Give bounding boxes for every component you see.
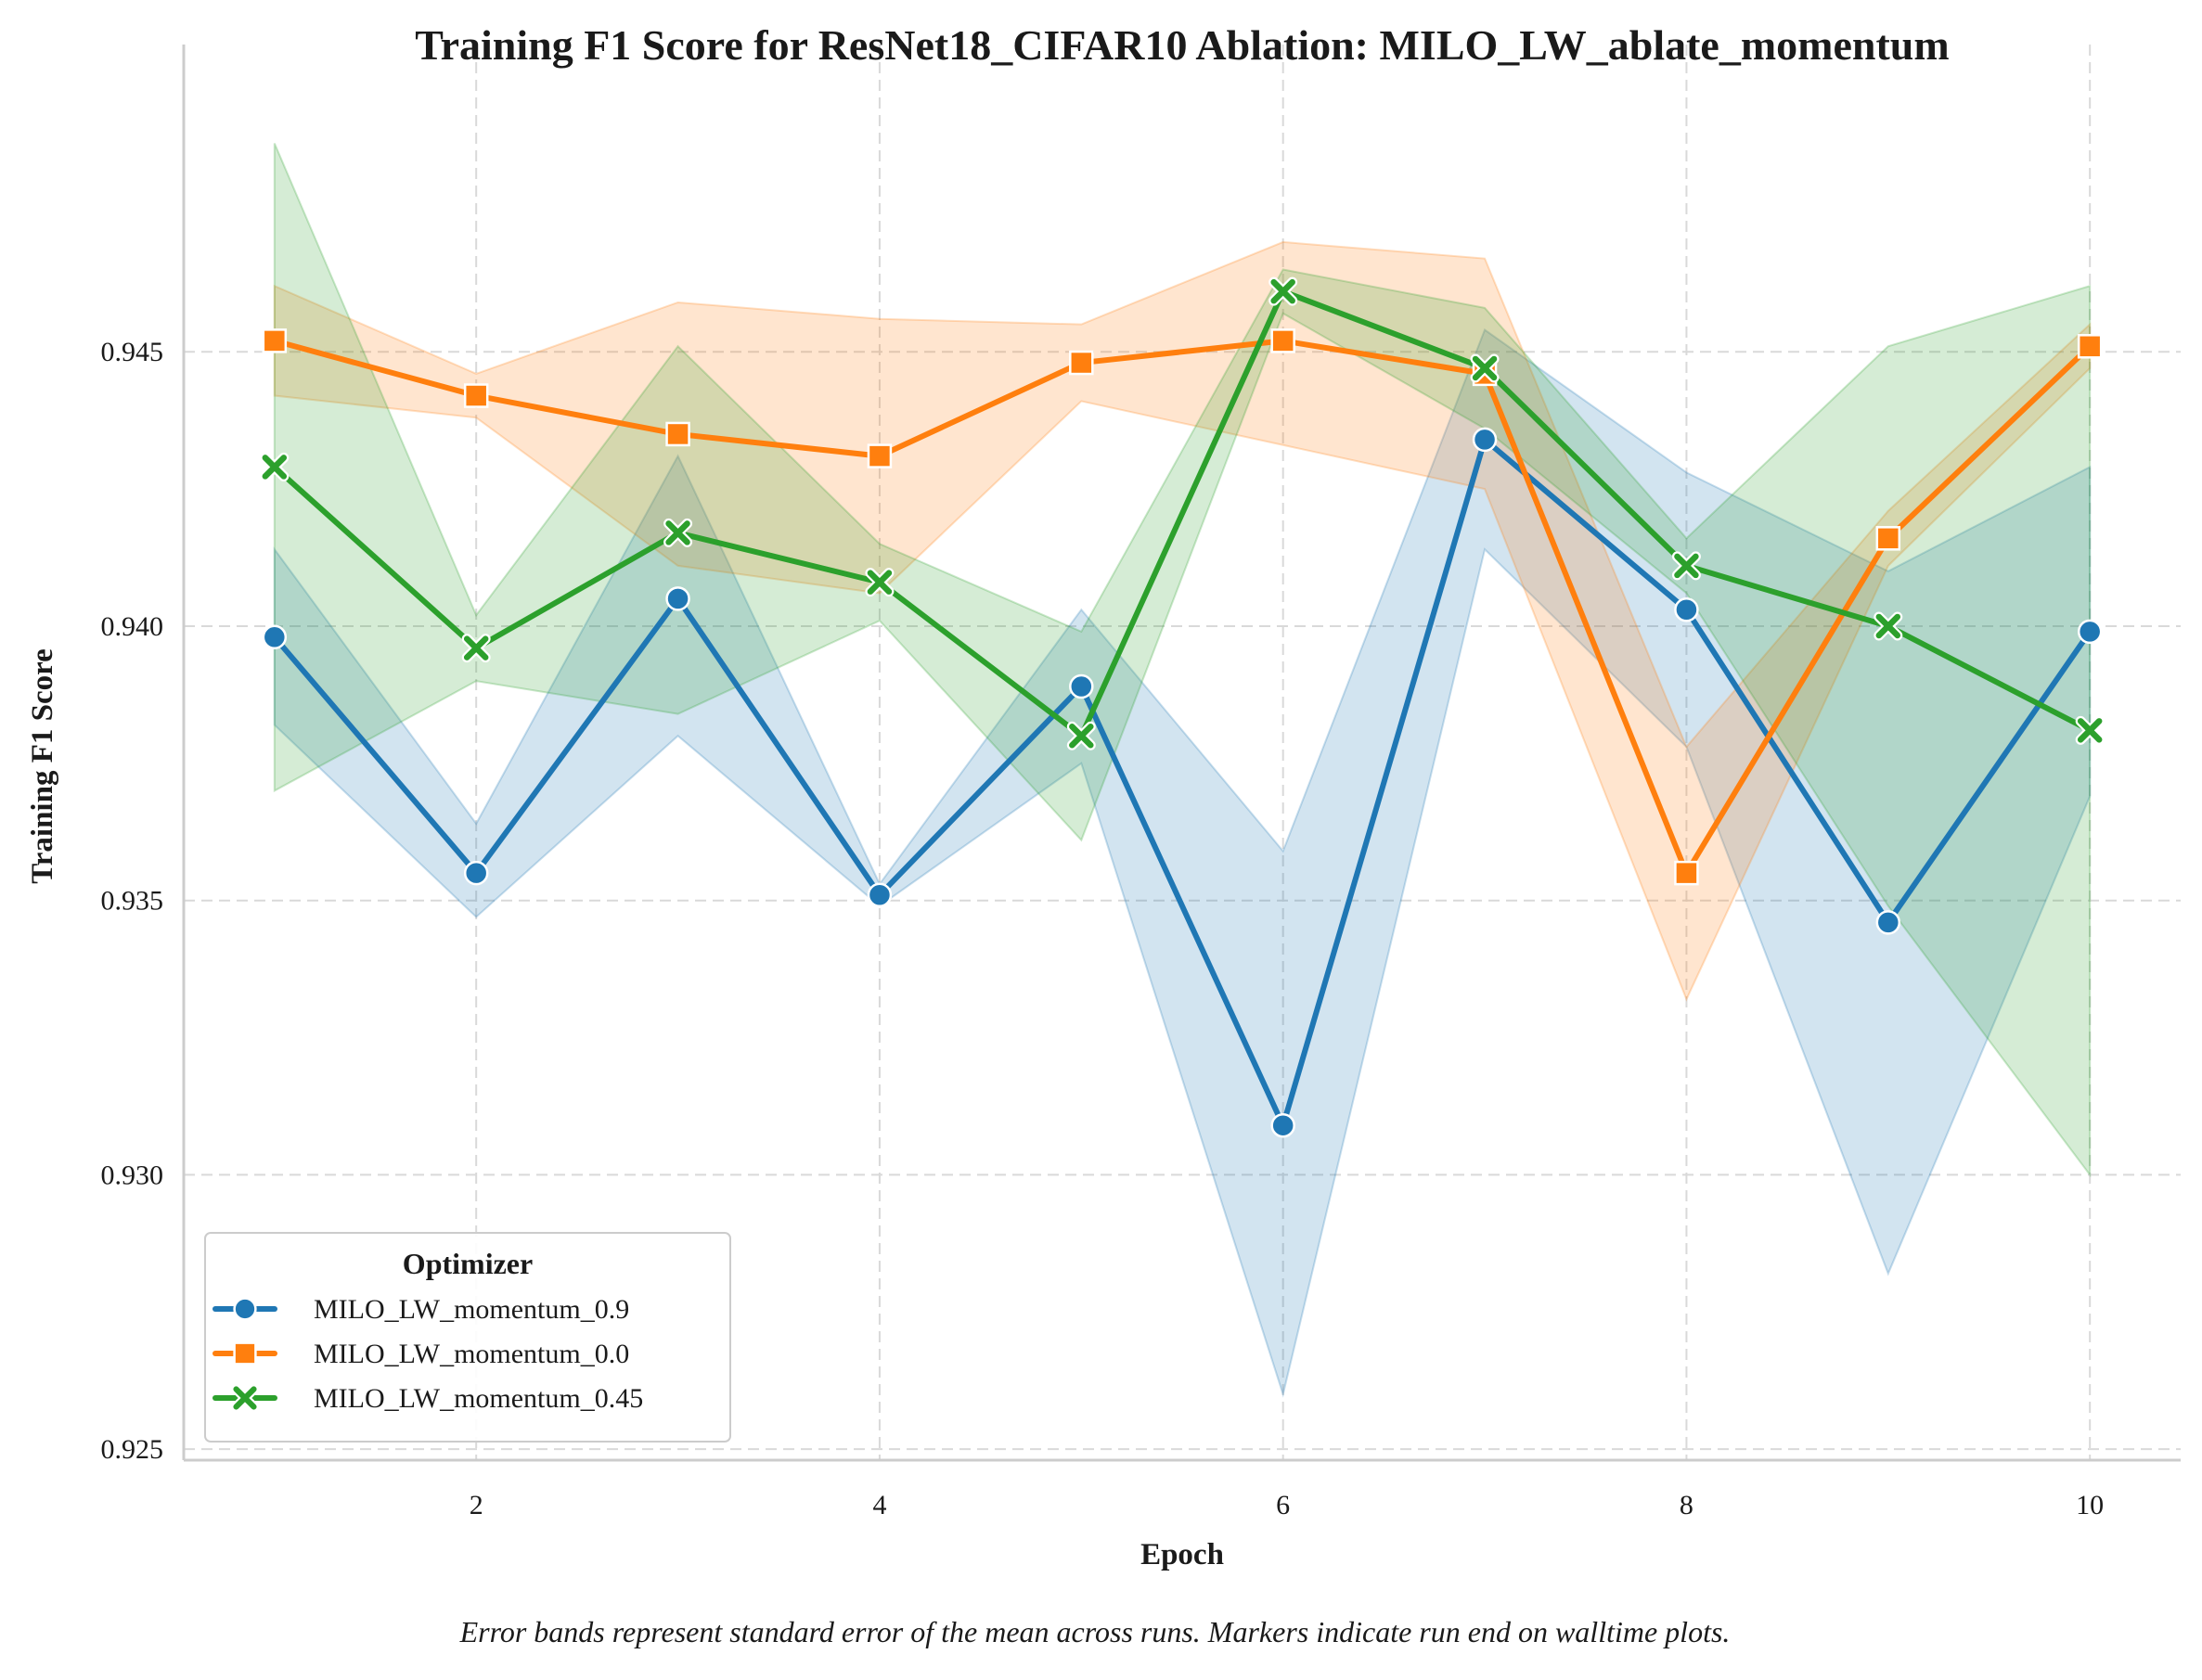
data-point — [1268, 276, 1298, 306]
legend-item: MILO_LW_momentum_0.9 — [212, 1294, 629, 1325]
series-line — [271, 338, 2093, 877]
series-markers — [260, 276, 2105, 1138]
legend-label: MILO_LW_momentum_0.0 — [314, 1339, 629, 1369]
data-point — [1066, 721, 1096, 750]
data-point — [463, 860, 489, 886]
legend-item: MILO_LW_momentum_0.0 — [212, 1339, 629, 1369]
data-point — [1472, 427, 1498, 453]
legend-title: Optimizer — [403, 1247, 533, 1280]
data-point — [665, 586, 690, 611]
data-point — [463, 383, 489, 408]
legend-item: MILO_LW_momentum_0.45 — [212, 1383, 643, 1414]
legend-items: MILO_LW_momentum_0.9 MILO_LW_momentum_0.0… — [212, 1294, 643, 1414]
chart-title: Training F1 Score for ResNet18_CIFAR10 A… — [415, 21, 1949, 69]
data-point — [663, 518, 693, 547]
axes — [182, 45, 2181, 1462]
x-tick-label: 2 — [470, 1490, 483, 1520]
data-point — [1674, 860, 1699, 886]
data-point — [1875, 910, 1901, 935]
data-point — [1671, 551, 1701, 581]
x-tick-label: 4 — [872, 1490, 886, 1520]
data-point — [867, 443, 893, 468]
data-point — [1875, 526, 1901, 551]
legend-marker-swatch — [233, 1297, 257, 1321]
series-line — [271, 436, 2093, 1129]
data-point — [1069, 350, 1094, 376]
data-point — [2075, 715, 2105, 745]
x-tick-label: 6 — [1276, 1490, 1290, 1520]
y-tick-label: 0.935 — [101, 886, 164, 917]
data-point — [1069, 673, 1094, 699]
legend-marker-swatch — [233, 1341, 257, 1366]
data-point — [260, 452, 290, 481]
y-tick-label: 0.930 — [101, 1160, 164, 1190]
data-point — [665, 421, 690, 447]
series-lines — [271, 289, 2093, 1129]
data-point — [2077, 334, 2103, 359]
data-point — [1270, 1112, 1295, 1138]
data-point — [1270, 328, 1295, 353]
data-point — [1470, 353, 1500, 383]
grid — [184, 45, 2181, 1460]
series-line — [271, 289, 2093, 739]
legend-marker-swatch — [231, 1384, 259, 1412]
data-point — [2077, 619, 2103, 645]
error-band — [273, 240, 2092, 1002]
data-point — [1674, 596, 1699, 622]
chart-caption: Error bands represent standard error of … — [459, 1615, 1731, 1648]
data-point — [867, 882, 893, 908]
x-axis-label: Epoch — [1140, 1538, 1224, 1571]
data-point — [1874, 611, 1903, 641]
tick-labels: 2 4 6 8 10 0.925 0.930 0.935 0.940 0.945 — [101, 337, 2105, 1520]
legend: Optimizer MILO_LW_momentum_0.9MILO_LW_mo… — [204, 1232, 731, 1443]
y-axis-label: Training F1 Score — [26, 648, 59, 884]
legend-box — [204, 1232, 731, 1443]
error-band — [273, 143, 2092, 1178]
data-point — [262, 624, 288, 650]
error-band — [273, 328, 2092, 1398]
legend-label: MILO_LW_momentum_0.9 — [314, 1294, 629, 1325]
error-bands — [273, 143, 2092, 1398]
data-point — [865, 568, 895, 597]
data-point — [262, 328, 288, 353]
y-tick-label: 0.925 — [101, 1434, 164, 1465]
x-tick-label: 8 — [1680, 1490, 1693, 1520]
y-tick-label: 0.945 — [101, 337, 164, 367]
y-tick-label: 0.940 — [101, 611, 164, 642]
x-tick-label: 10 — [2076, 1490, 2104, 1520]
data-point — [461, 634, 491, 663]
legend-label: MILO_LW_momentum_0.45 — [314, 1383, 643, 1414]
